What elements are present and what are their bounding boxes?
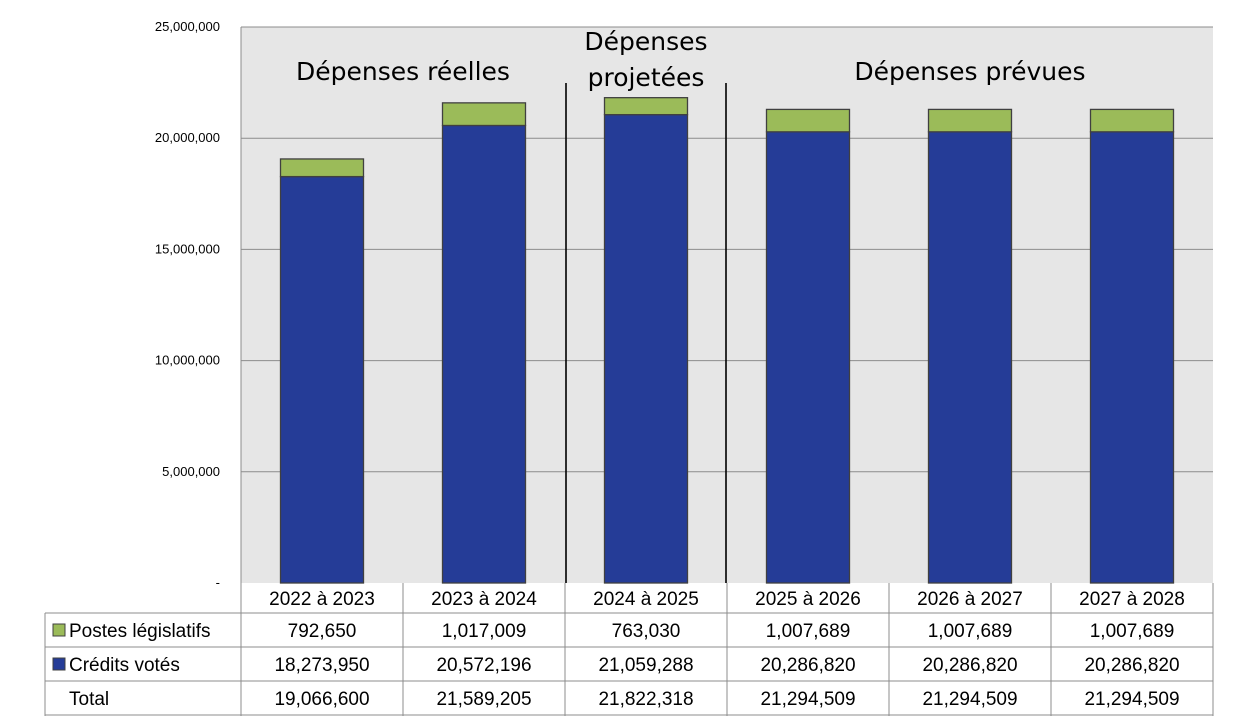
bar-segment [1089, 131, 1175, 584]
data-label: 21,589,205 [436, 689, 531, 710]
gridlines [240, 26, 1213, 583]
category-label: 2025 à 2026 [755, 589, 861, 610]
bar-segment [603, 113, 689, 584]
data-label: 1,007,689 [766, 621, 851, 642]
row-label: Crédits votés [69, 655, 180, 676]
bar-segment [279, 158, 365, 178]
bar-segment [441, 102, 527, 127]
data-label: 20,286,820 [922, 655, 1017, 676]
y-tick-label: 20,000,000 [155, 130, 220, 145]
data-label: 21,059,288 [598, 655, 693, 676]
bar-segment [441, 124, 527, 584]
data-label: 20,286,820 [1084, 655, 1179, 676]
legend-key [52, 657, 66, 671]
period-label: Dépenses prévues [854, 57, 1085, 86]
data-label: 20,572,196 [436, 655, 531, 676]
data-label: 19,066,600 [274, 689, 369, 710]
data-label: 21,294,509 [760, 689, 855, 710]
category-label: 2022 à 2023 [269, 589, 375, 610]
bars [279, 97, 1175, 584]
legend-key [52, 623, 66, 637]
data-table: 2022 à 2023 2023 à 2024 2024 à 2025 2025 à … [44, 583, 1214, 716]
row-label: Total [69, 689, 109, 710]
data-label: 21,294,509 [1084, 689, 1179, 710]
y-tick-label: 10,000,000 [155, 353, 220, 368]
period-label: Dépenses [584, 27, 707, 56]
bar-segment [765, 108, 851, 133]
y-axis-ticks: - 5,000,000 10,000,000 15,000,000 20,000,000… [155, 19, 220, 590]
category-label: 2023 à 2024 [431, 589, 537, 610]
data-label: 1,007,689 [1090, 621, 1175, 642]
data-label: 21,822,318 [598, 689, 693, 710]
plot-area [241, 27, 1213, 583]
data-label: 20,286,820 [760, 655, 855, 676]
data-label: 1,017,009 [442, 621, 527, 642]
bar-segment [279, 175, 365, 584]
bar-segment [1089, 108, 1175, 133]
data-label: 792,650 [288, 621, 357, 642]
period-annotations: Dépenses réelles Dépenses projetées Dépense… [296, 27, 1086, 92]
period-separators [565, 83, 727, 583]
y-tick-label: - [216, 575, 220, 590]
category-label: 2024 à 2025 [593, 589, 699, 610]
bar-segment [927, 108, 1013, 133]
category-label: 2027 à 2028 [1079, 589, 1185, 610]
y-tick-label: 25,000,000 [155, 19, 220, 34]
bar-segment [765, 131, 851, 584]
bar-segment [603, 97, 689, 116]
data-label: 21,294,509 [922, 689, 1017, 710]
y-tick-label: 15,000,000 [155, 241, 220, 256]
category-label: 2026 à 2027 [917, 589, 1023, 610]
y-tick-label: 5,000,000 [162, 464, 220, 479]
row-label: Postes législatifs [69, 621, 211, 642]
period-label: Dépenses réelles [296, 57, 510, 86]
data-label: 763,030 [612, 621, 681, 642]
data-label: 1,007,689 [928, 621, 1013, 642]
data-label: 18,273,950 [274, 655, 369, 676]
bar-segment [927, 131, 1013, 584]
period-label: projetées [588, 63, 705, 92]
